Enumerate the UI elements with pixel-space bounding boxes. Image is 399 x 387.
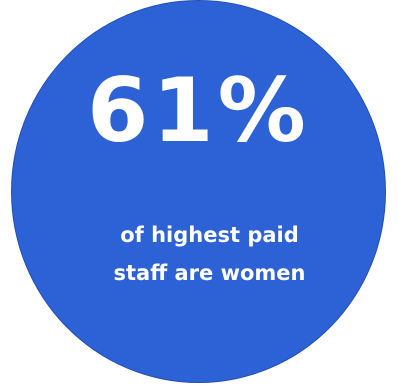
stat-circle: 61% of highest paid staff are women	[11, 0, 386, 383]
stat-caption: of highest paid staff are women	[113, 223, 306, 285]
stat-value: 61%	[87, 59, 310, 162]
